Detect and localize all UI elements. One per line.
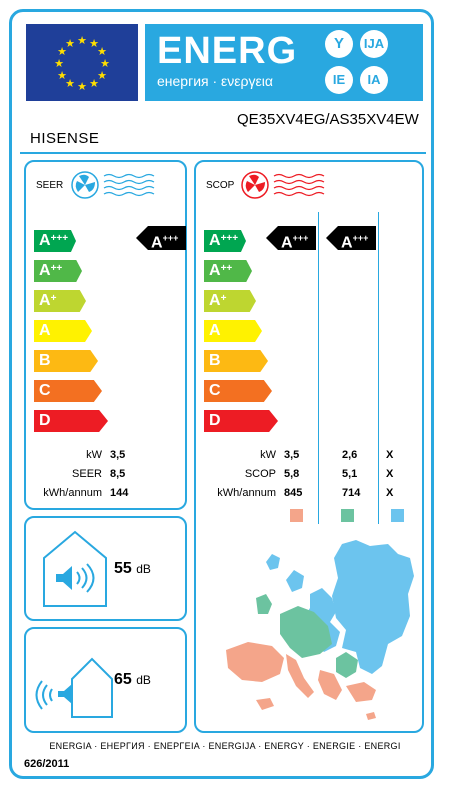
svg-text:★: ★ <box>97 69 107 82</box>
heating-scop-label: SCOP <box>244 468 276 480</box>
svg-text:★: ★ <box>89 37 99 50</box>
cooling-energy-value: 144 <box>110 487 129 499</box>
svg-text:★: ★ <box>97 45 107 58</box>
heating-energy-warmer: 714 <box>342 487 361 499</box>
class-bar-b: B <box>34 350 98 372</box>
zone-swatch-warmer <box>290 509 303 522</box>
regulation-number: 626/2011 <box>24 758 70 770</box>
column-divider-1 <box>318 212 319 524</box>
indoor-noise-value: 55 dB <box>114 560 151 577</box>
language-bubble-ie: IE <box>325 66 353 94</box>
energy-word: ENERG <box>157 30 298 72</box>
zone-swatch-colder <box>391 509 404 522</box>
heating-warmer-class-indicator: A+++ <box>326 226 376 250</box>
zone-swatch-average <box>341 509 354 522</box>
cooling-seer-label: SEER <box>72 468 102 480</box>
cooling-panel: SEER A+++ A++ A+ A B C D A+++ kW 3,5 SEE… <box>24 160 187 510</box>
europe-climate-map <box>226 540 414 720</box>
heating-energy-average: 845 <box>284 487 303 499</box>
heating-energy-label: kWh/annum <box>217 487 276 499</box>
energy-subtitle: енергия · ενεργεια <box>157 73 273 89</box>
class-bar-d: D <box>204 410 278 432</box>
label-frame <box>9 9 434 779</box>
class-bar-c: C <box>204 380 272 402</box>
cooling-kw-value: 3,5 <box>110 449 126 461</box>
supplier-name: HISENSE <box>30 130 100 147</box>
scop-title: SCOP <box>206 180 235 191</box>
heating-kw-warmer: 2,6 <box>342 449 358 461</box>
heating-fan-icon <box>241 171 325 199</box>
heating-scop-colder: X <box>386 468 394 480</box>
seer-title: SEER <box>36 180 64 191</box>
svg-text:★: ★ <box>57 69 67 82</box>
eu-stars-icon: ★ ★★ ★★★ ★★★ ★★★ <box>54 34 110 93</box>
class-bar-d: D <box>34 410 108 432</box>
heating-average-class-indicator: A+++ <box>266 226 316 250</box>
header-divider <box>20 152 426 154</box>
class-bar-a2plus: A++ <box>34 260 82 282</box>
class-bar-a2plus: A++ <box>204 260 252 282</box>
svg-text:★: ★ <box>65 37 75 50</box>
svg-text:★: ★ <box>77 80 87 93</box>
languages-footer: ENERGIA · ЕНЕРГИЯ · ΕΝΕΡΓΕΙΑ · ENERGIJA … <box>49 741 401 751</box>
outdoor-noise-value: 65 dB <box>114 671 151 688</box>
svg-text:★: ★ <box>65 77 75 90</box>
class-bar-a: A <box>34 320 92 342</box>
heating-kw-average: 3,5 <box>284 449 300 461</box>
language-bubble-ija: IJA <box>360 30 388 58</box>
cooling-fan-icon <box>71 171 155 199</box>
class-bar-c: C <box>34 380 102 402</box>
heating-scop-average: 5,8 <box>284 468 300 480</box>
heating-energy-colder: X <box>386 487 394 499</box>
heating-kw-colder: X <box>386 449 394 461</box>
svg-text:★: ★ <box>89 77 99 90</box>
outdoor-house-speaker-icon <box>35 657 113 718</box>
language-bubble-ia: IA <box>360 66 388 94</box>
heating-panel: SCOP A+++ A++ A+ A B C D A+++ A+++ kW 3,… <box>194 160 424 733</box>
cooling-class-indicator: A+++ <box>136 226 186 250</box>
svg-text:★: ★ <box>77 34 87 47</box>
svg-text:★: ★ <box>57 45 67 58</box>
indoor-noise-panel: 55 dB <box>24 516 187 621</box>
svg-text:★: ★ <box>100 57 110 70</box>
cooling-seer-value: 8,5 <box>110 468 126 480</box>
energy-header-band: ENERG енергия · ενεργεια Y IJA IE IA <box>145 24 423 101</box>
outdoor-noise-panel: 65 dB <box>24 627 187 733</box>
language-bubble-y: Y <box>325 30 353 58</box>
class-bar-a3plus: A+++ <box>34 230 76 252</box>
class-bar-a3plus: A+++ <box>204 230 246 252</box>
class-bar-a: A <box>204 320 262 342</box>
eu-flag: ★ ★ ★ ★ ★ ★ ★ ★ ★ ★ ★ ★ <box>26 24 138 101</box>
indoor-house-speaker-icon <box>43 530 107 607</box>
column-divider-2 <box>378 212 379 524</box>
class-bar-a1plus: A+ <box>34 290 86 312</box>
heating-kw-label: kW <box>260 449 276 461</box>
class-bar-a1plus: A+ <box>204 290 256 312</box>
heating-scop-warmer: 5,1 <box>342 468 358 480</box>
svg-text:★: ★ <box>54 57 64 70</box>
cooling-energy-label: kWh/annum <box>43 487 102 499</box>
class-bar-b: B <box>204 350 268 372</box>
model-identifier: QE35XV4EG/AS35XV4EW <box>237 111 419 128</box>
cooling-kw-label: kW <box>86 449 102 461</box>
